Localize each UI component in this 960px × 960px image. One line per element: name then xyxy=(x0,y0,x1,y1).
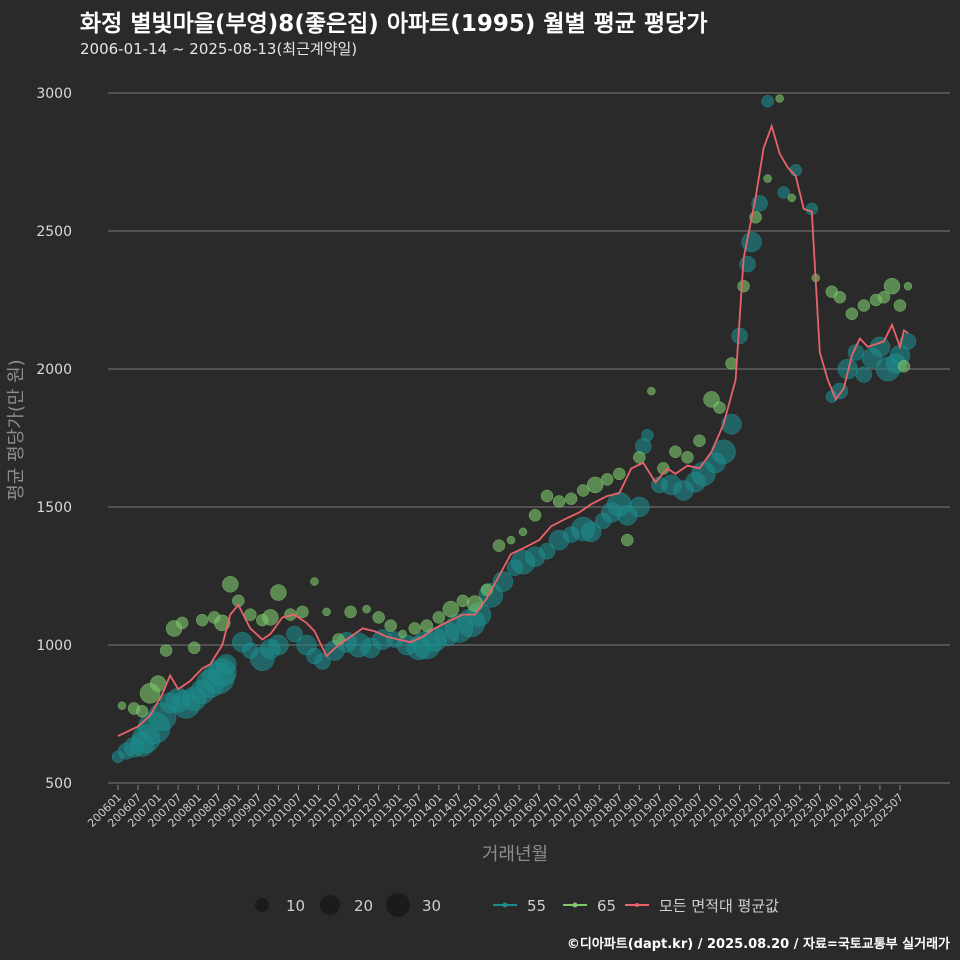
series-65-point xyxy=(408,622,421,635)
series-65-point xyxy=(763,174,772,183)
series-65-point xyxy=(883,277,901,295)
y-tick-label: 3000 xyxy=(36,86,72,102)
series-65-point xyxy=(621,533,634,547)
y-tick-label: 2000 xyxy=(36,362,72,378)
series-55-point xyxy=(629,496,650,518)
series-55-point xyxy=(777,186,790,199)
legend-size-label: 20 xyxy=(354,897,373,915)
series-65-point xyxy=(432,611,446,624)
series-65-points xyxy=(117,94,913,718)
series-65-point xyxy=(893,299,907,312)
series-65-point xyxy=(270,584,287,601)
legend-size-marker xyxy=(255,898,269,912)
average-line xyxy=(117,123,909,737)
series-65-point xyxy=(903,281,913,291)
legend-size-marker xyxy=(320,895,340,915)
series-65-point xyxy=(586,476,604,494)
average-line-group xyxy=(117,123,909,737)
series-65-point xyxy=(117,701,127,710)
series-65-point xyxy=(244,608,257,621)
series-65-point xyxy=(564,492,578,505)
series-65-point xyxy=(693,434,706,448)
series-65-point xyxy=(322,607,331,617)
series-65-point xyxy=(845,307,859,321)
series-55-point xyxy=(580,521,602,543)
series-65-point xyxy=(175,616,189,630)
series-65-point xyxy=(222,576,239,593)
series-65-point xyxy=(506,535,516,545)
series-65-point xyxy=(159,644,173,657)
legend-series-label: 모든 면적대 평균값 xyxy=(659,897,779,915)
series-65-point xyxy=(195,613,209,627)
series-65-point xyxy=(492,539,506,552)
series-65-point xyxy=(633,451,646,464)
series-65-point xyxy=(857,299,871,312)
series-65-point xyxy=(332,633,345,646)
series-55-point xyxy=(538,542,556,560)
series-55-point xyxy=(761,95,774,108)
series-55-point xyxy=(216,654,237,675)
y-tick-label: 500 xyxy=(45,776,72,792)
series-65-point xyxy=(135,704,149,718)
series-55-point xyxy=(641,428,654,442)
series-65-point xyxy=(833,290,847,304)
legend-size-marker xyxy=(386,893,410,917)
series-55-point xyxy=(899,333,917,350)
chart-subtitle: 2006-01-14 ~ 2025-08-13(최근계약일) xyxy=(80,40,358,58)
series-65-point xyxy=(466,595,484,612)
series-65-point xyxy=(398,629,407,639)
series-55-point xyxy=(721,413,742,435)
series-55-points xyxy=(111,95,917,764)
series-65-point xyxy=(384,619,397,632)
series-55-point xyxy=(286,625,303,643)
legend-series-dot xyxy=(635,903,639,907)
series-65-point xyxy=(647,386,656,396)
series-65-point xyxy=(775,94,784,103)
legend-series-label: 65 xyxy=(597,897,616,915)
legend-size-label: 10 xyxy=(286,897,305,915)
y-axis-title: 평균 평당가(만 원) xyxy=(6,359,27,500)
series-65-point xyxy=(296,605,309,619)
series-65-point xyxy=(420,619,434,632)
series-65-point xyxy=(344,605,357,619)
series-65-point xyxy=(362,604,371,614)
y-tick-labels: 500 1000 1500 2000 2500 3000 xyxy=(36,86,72,792)
x-tick-labels: 2006012006072007012007072008012008072009… xyxy=(85,785,906,830)
series-65-point xyxy=(669,445,682,459)
series-65-point xyxy=(787,193,796,203)
series-65-point xyxy=(613,467,626,481)
series-55-point xyxy=(869,336,891,358)
grid-lines xyxy=(108,92,950,784)
legend-size-label: 30 xyxy=(422,897,441,915)
legend-series-label: 55 xyxy=(527,897,546,915)
series-65-point xyxy=(528,509,542,522)
series-65-point xyxy=(877,290,891,304)
series-65-point xyxy=(540,489,554,503)
source-caption: ©디아파트(dapt.kr) / 2025.08.20 / 자료=국토교통부 실… xyxy=(566,937,950,952)
series-65-point xyxy=(518,527,528,537)
y-tick-label: 1500 xyxy=(36,500,72,516)
series-65-point xyxy=(187,641,201,655)
series-65-point xyxy=(713,401,726,414)
legend-series-dot xyxy=(502,902,508,908)
x-axis-title: 거래년월 xyxy=(482,844,548,865)
series-65-point xyxy=(552,495,566,508)
y-tick-label: 1000 xyxy=(36,638,72,654)
series-65-point xyxy=(737,279,750,293)
series-65-point xyxy=(442,600,460,618)
legend: 10 20 30 55 65 모든 면적대 평균값 xyxy=(255,893,779,917)
series-55-point xyxy=(268,634,289,656)
series-65-point xyxy=(372,611,385,624)
series-65-point xyxy=(310,577,319,586)
chart-title: 화정 별빛마을(부영)8(좋은집) 아파트(1995) 월별 평균 평당가 xyxy=(80,11,708,37)
legend-series-dot xyxy=(572,902,578,908)
y-tick-label: 2500 xyxy=(36,224,72,240)
series-65-point xyxy=(681,451,694,464)
series-65-point xyxy=(897,359,911,373)
series-55-point xyxy=(314,653,331,670)
series-65-point xyxy=(262,609,279,626)
series-55-point xyxy=(855,366,873,383)
series-65-point xyxy=(600,473,614,486)
